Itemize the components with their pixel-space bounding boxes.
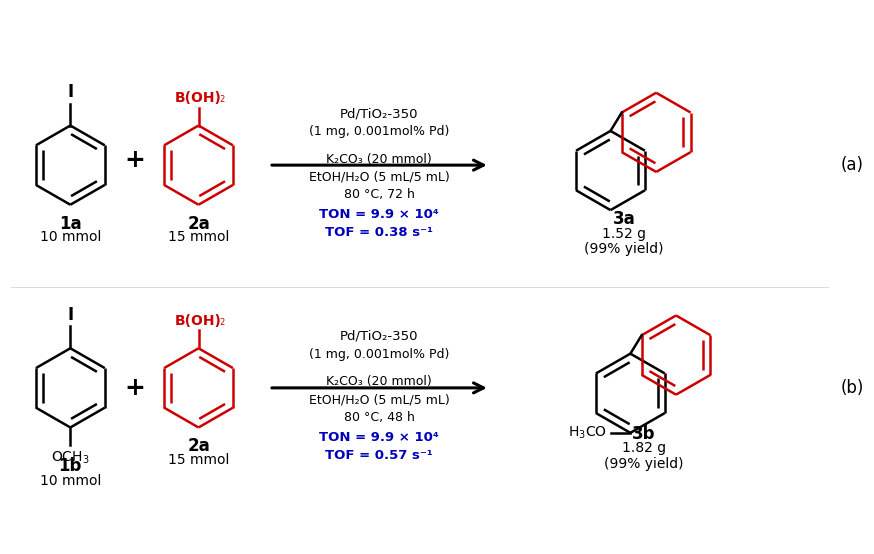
Text: 3b: 3b [632,425,656,444]
Text: 10 mmol: 10 mmol [39,230,101,244]
Text: 1.82 g: 1.82 g [621,442,666,455]
Text: 80 °C, 72 h: 80 °C, 72 h [344,188,415,201]
Text: I: I [67,306,73,324]
Text: (b): (b) [841,379,864,397]
Text: K₂CO₃ (20 mmol): K₂CO₃ (20 mmol) [327,153,433,166]
Text: 15 mmol: 15 mmol [168,230,229,244]
Text: 1b: 1b [59,457,82,475]
Text: +: + [124,376,145,400]
Text: Pd/TiO₂-350: Pd/TiO₂-350 [340,107,419,120]
Text: EtOH/H₂O (5 mL/5 mL): EtOH/H₂O (5 mL/5 mL) [309,171,450,183]
Text: K₂CO₃ (20 mmol): K₂CO₃ (20 mmol) [327,376,433,388]
Text: 2a: 2a [187,214,210,233]
Text: +: + [124,148,145,172]
Text: TON = 9.9 × 10⁴: TON = 9.9 × 10⁴ [320,431,440,444]
Text: OCH$_3$: OCH$_3$ [51,449,90,466]
Text: $_2$: $_2$ [219,315,225,327]
Text: 1.52 g: 1.52 g [602,227,646,240]
Text: Pd/TiO₂-350: Pd/TiO₂-350 [340,330,419,343]
Text: 1a: 1a [59,214,81,233]
Text: 3a: 3a [613,209,635,228]
Text: (1 mg, 0.001mol% Pd): (1 mg, 0.001mol% Pd) [309,125,449,138]
Text: (99% yield): (99% yield) [604,457,683,471]
Text: 80 °C, 48 h: 80 °C, 48 h [344,411,415,424]
Text: EtOH/H₂O (5 mL/5 mL): EtOH/H₂O (5 mL/5 mL) [309,393,450,406]
Text: B(OH): B(OH) [175,314,222,327]
Text: 15 mmol: 15 mmol [168,453,229,467]
Text: TOF = 0.38 s⁻¹: TOF = 0.38 s⁻¹ [325,226,434,239]
Text: 2a: 2a [187,437,210,455]
Text: H$_3$CO: H$_3$CO [568,425,607,441]
Text: (1 mg, 0.001mol% Pd): (1 mg, 0.001mol% Pd) [309,348,449,361]
Text: (99% yield): (99% yield) [584,242,663,257]
Text: TOF = 0.57 s⁻¹: TOF = 0.57 s⁻¹ [325,449,434,461]
Text: 10 mmol: 10 mmol [39,474,101,488]
Text: I: I [67,83,73,101]
Text: B(OH): B(OH) [175,91,222,105]
Text: (a): (a) [841,156,864,174]
Text: $_2$: $_2$ [219,92,225,105]
Text: TON = 9.9 × 10⁴: TON = 9.9 × 10⁴ [320,208,440,221]
